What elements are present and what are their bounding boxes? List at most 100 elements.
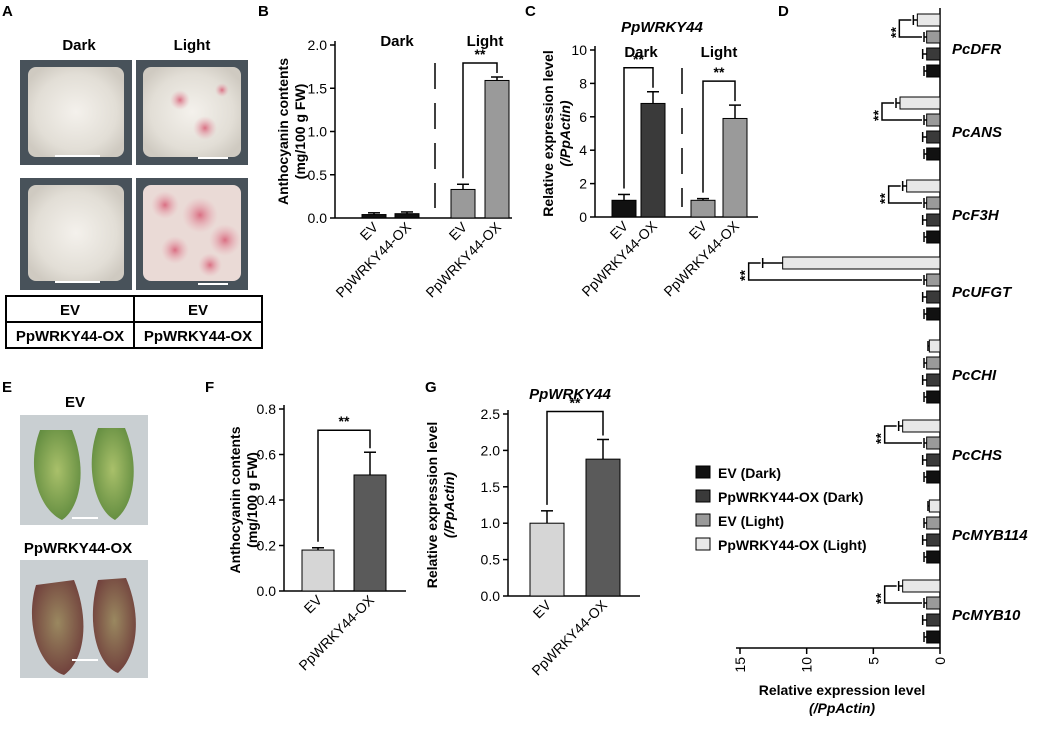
bar <box>928 339 941 353</box>
bar <box>926 613 941 627</box>
bar <box>301 549 335 592</box>
x-tick-label: 5 <box>865 657 881 665</box>
panel-a-col-dark: Dark <box>62 37 96 54</box>
y-tick-label: 2 <box>579 176 587 192</box>
y-tick-label: 1.5 <box>481 479 501 495</box>
bar <box>722 117 748 218</box>
bar <box>529 522 565 597</box>
bar <box>926 196 941 210</box>
panel-d-chart: D 15 10 5 0 Relative expression level (/PpActi… <box>695 3 1028 716</box>
y-tick-label: 0.0 <box>481 588 501 604</box>
significance-bracket <box>881 102 922 121</box>
y-tick-label: 1.5 <box>308 80 328 96</box>
gene-label: PcMYB10 <box>952 607 1021 624</box>
panel-a-letter: A <box>2 3 13 20</box>
y-tick-label: 0.5 <box>481 552 501 568</box>
y-tick-label: 2.0 <box>308 37 328 53</box>
y-tick-label: 10 <box>571 42 587 58</box>
bar <box>690 199 716 218</box>
y-tick-label: 0.5 <box>308 167 328 183</box>
x-axis-title: (/PpActin) <box>809 700 875 716</box>
x-axis-title: Relative expression level <box>759 682 926 698</box>
gene-label: PcUFGT <box>952 284 1013 301</box>
bar <box>926 436 941 450</box>
significance-label: ** <box>887 27 903 38</box>
bar <box>361 214 387 219</box>
gene-label: PcF3H <box>952 207 1000 224</box>
legend-label: PpWRKY44-OX (Light) <box>718 537 867 553</box>
significance-bracket <box>883 585 922 604</box>
significance-label: ** <box>873 593 889 604</box>
panel-a-legend-table: EV EV PpWRKY44-OX PpWRKY44-OX <box>5 295 263 349</box>
panel-e-label-ox: PpWRKY44-OX <box>24 540 132 557</box>
significance-bracket <box>623 67 654 189</box>
y-axis-title: Relative expression level <box>540 50 556 217</box>
significance-bracket <box>546 410 604 505</box>
y-tick-label: 0.0 <box>257 583 277 599</box>
panel-e: E EV PpWRKY44-OX <box>2 379 148 678</box>
chart-title: PpWRKY44 <box>621 19 703 36</box>
table-cell-r2c1: PpWRKY44-OX <box>16 328 124 345</box>
table-cell-r2c2: PpWRKY44-OX <box>144 328 252 345</box>
x-tick-label: EV <box>530 596 555 621</box>
x-tick-label: 10 <box>799 657 815 673</box>
y-axis-title: Relative expression level <box>424 422 440 589</box>
y-tick-label: 1.0 <box>481 515 501 531</box>
legend-swatch <box>695 513 711 527</box>
group-label: Dark <box>624 44 658 61</box>
bar <box>899 96 941 110</box>
panel-c-letter: C <box>525 3 536 20</box>
bar <box>928 499 941 513</box>
bar <box>926 230 941 244</box>
gene-label: PcCHI <box>952 367 997 384</box>
panel-f-chart: F 0.0 0.2 0.4 0.6 0.8 Anthocyanin contents (mg/… <box>205 379 406 674</box>
significance-label: ** <box>870 110 886 121</box>
leaf-photo-ox <box>20 560 148 678</box>
bar <box>611 199 637 218</box>
gene-label: PcDFR <box>952 41 1001 58</box>
significance-bracket <box>462 62 498 179</box>
panel-g-letter: G <box>425 379 437 396</box>
bar <box>450 188 476 219</box>
y-tick-label: 0.8 <box>257 401 277 417</box>
callus-photo-ox-dark <box>20 178 132 290</box>
group-label: Dark <box>380 33 414 50</box>
x-tick-label: EV <box>446 218 471 243</box>
bar <box>640 102 666 218</box>
bar <box>926 533 941 547</box>
leaf-photo-ev <box>20 415 148 525</box>
x-tick-label: 15 <box>732 657 748 673</box>
significance-bracket <box>883 425 922 444</box>
panel-c-chart: C 0 2 4 6 8 10 Relative expression level (/PpAct… <box>525 3 758 300</box>
gene-label: PcANS <box>952 124 1002 141</box>
gene-label: PcCHS <box>952 447 1002 464</box>
y-tick-label: 4 <box>579 142 587 158</box>
significance-label: ** <box>570 394 581 410</box>
panel-b-letter: B <box>258 3 269 20</box>
bar <box>782 256 941 270</box>
bar <box>926 390 941 404</box>
bar <box>926 47 941 61</box>
significance-label: ** <box>475 46 486 62</box>
callus-photo-ev-dark <box>20 60 132 165</box>
significance-bracket <box>702 80 736 193</box>
significance-bracket <box>317 429 371 542</box>
y-axis-title: Anthocyanin contents <box>227 426 243 573</box>
panel-a: A Dark Light <box>2 3 263 349</box>
bar <box>353 474 387 592</box>
significance-label: ** <box>714 64 725 80</box>
bar <box>926 273 941 287</box>
legend-swatch <box>695 537 711 551</box>
bar <box>926 307 941 321</box>
y-tick-label: 6 <box>579 109 587 125</box>
panel-a-col-light: Light <box>174 37 211 54</box>
significance-bracket <box>898 19 922 38</box>
legend-label: PpWRKY44-OX (Dark) <box>718 489 863 505</box>
panel-d-letter: D <box>778 3 789 20</box>
significance-bracket <box>887 185 922 204</box>
significance-bracket <box>747 262 922 281</box>
panel-g-chart: G 0.0 0.5 1.0 1.5 2.0 2.5 Relative expression l… <box>424 379 640 679</box>
x-tick-label: EV <box>686 217 711 242</box>
bar <box>926 630 941 644</box>
